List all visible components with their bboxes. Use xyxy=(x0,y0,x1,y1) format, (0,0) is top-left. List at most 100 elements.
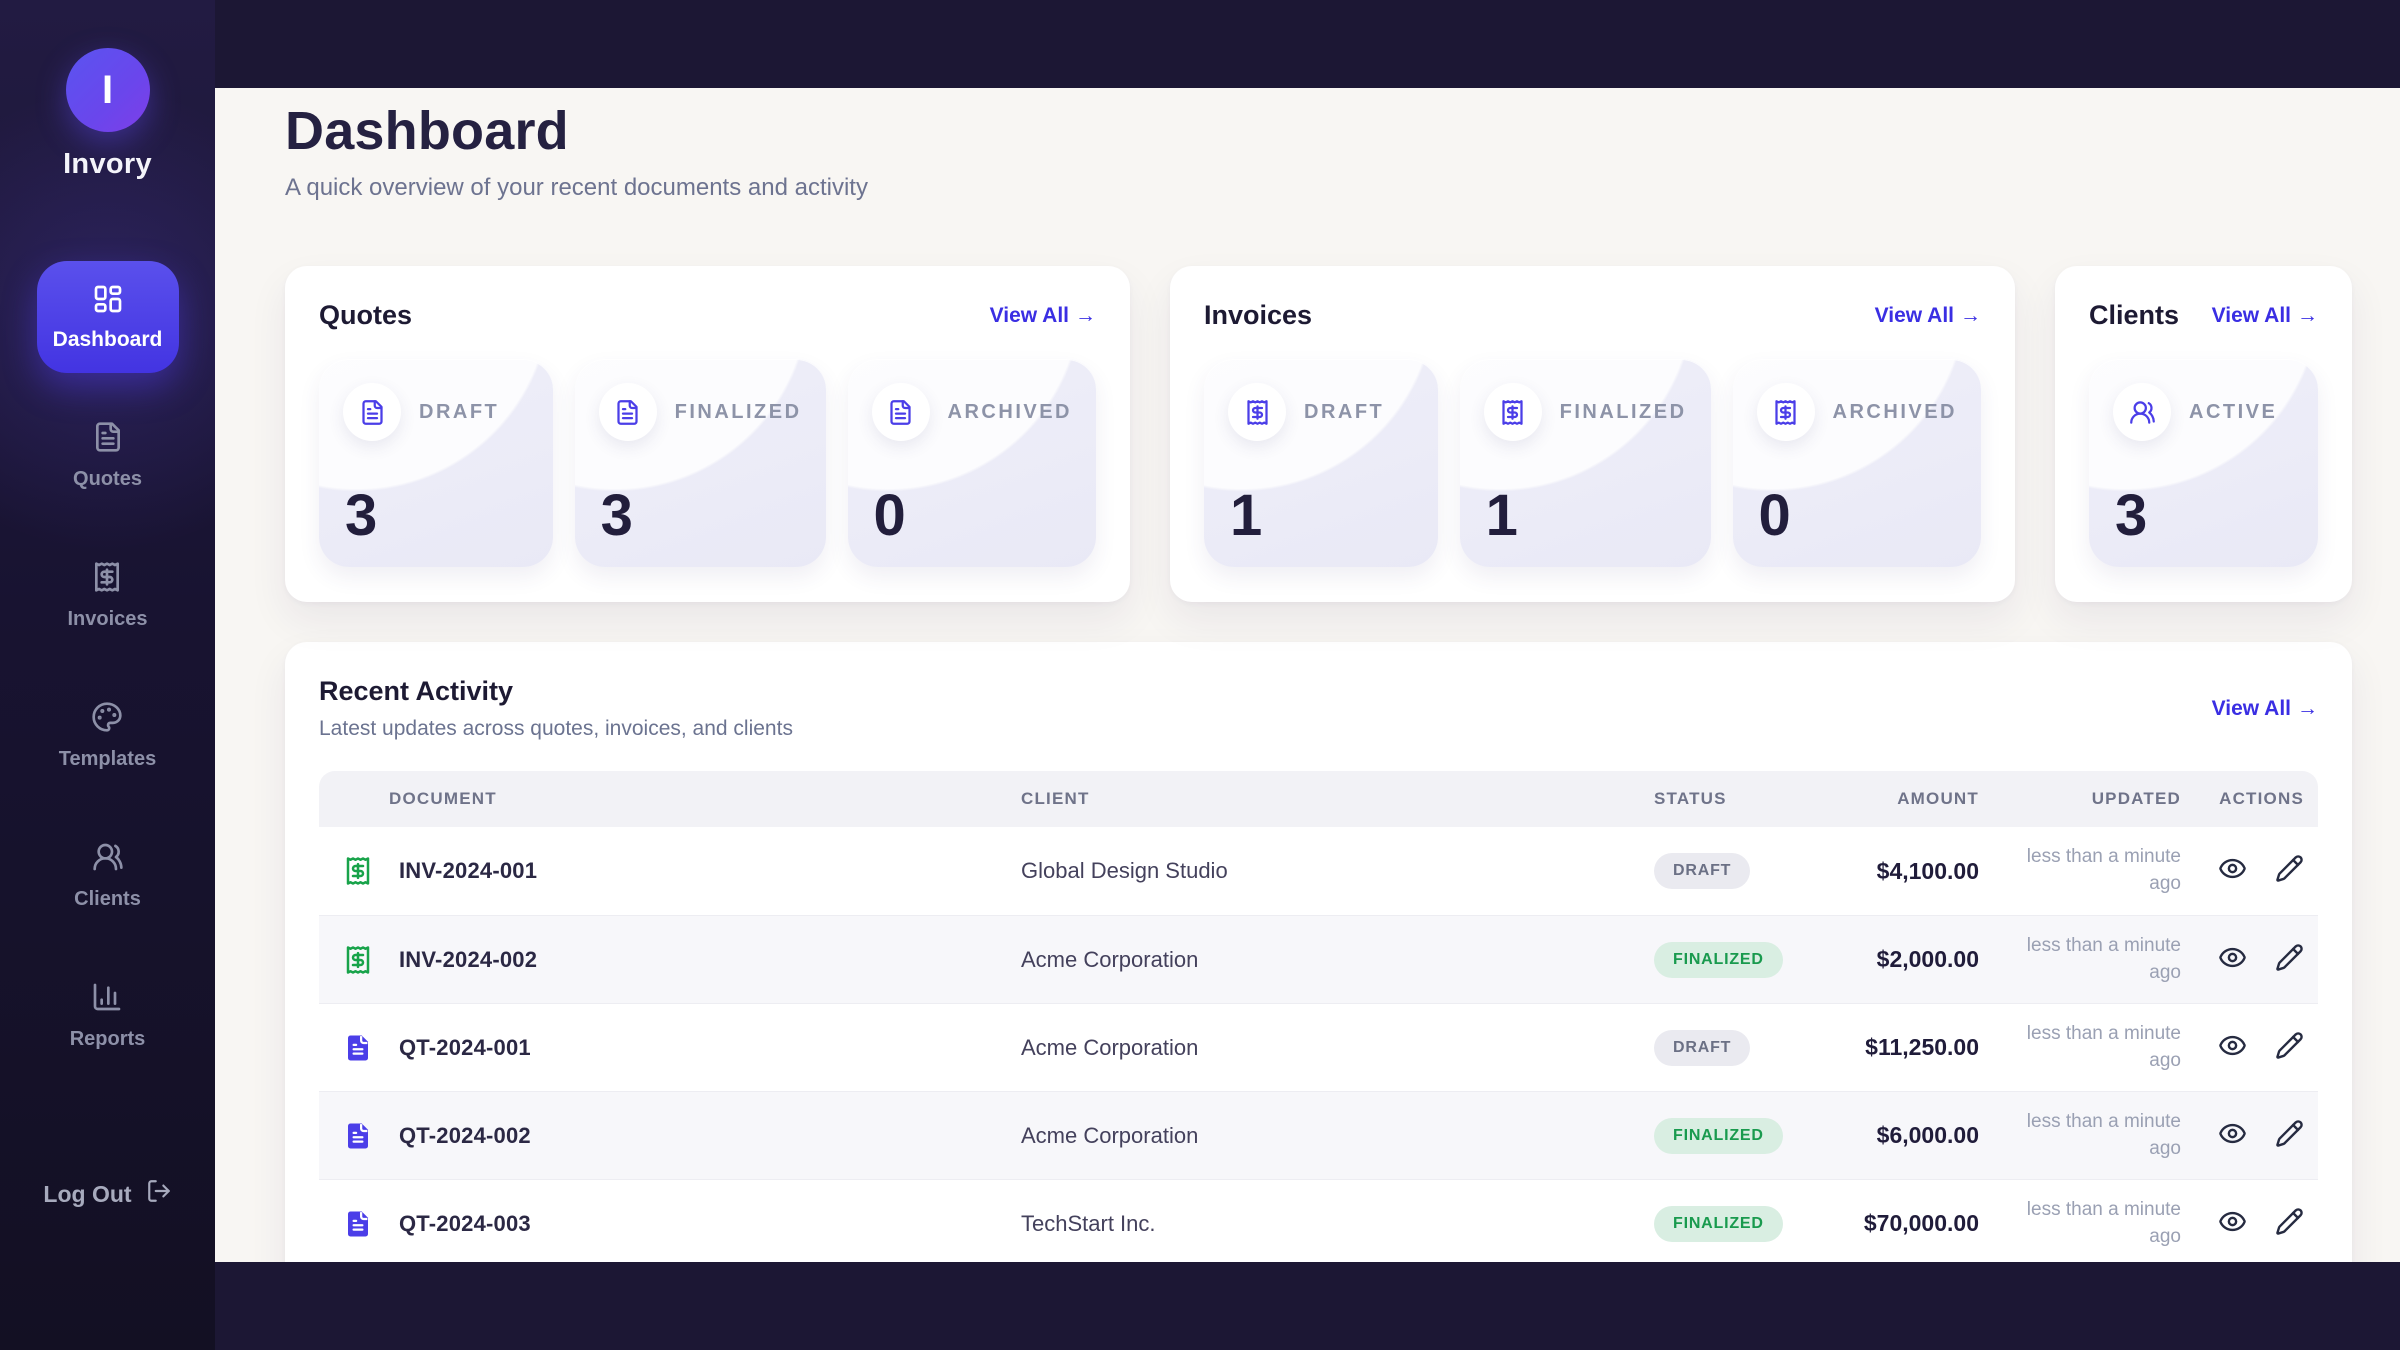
view-eye-icon[interactable] xyxy=(2218,943,2247,977)
view-eye-icon[interactable] xyxy=(2218,1207,2247,1241)
quotes-card-title: Quotes xyxy=(319,300,413,330)
updated-time: less than a minute ago xyxy=(2026,1022,2181,1071)
invoices-finalized-stat-tile: FINALIZED 1 xyxy=(1460,359,1711,567)
receipt-icon xyxy=(91,561,123,598)
view-all-label: View All xyxy=(2211,696,2291,720)
edit-pencil-icon[interactable] xyxy=(2275,1207,2304,1241)
table-body: INV-2024-001 Global Design Studio DRAFT … xyxy=(319,827,2318,1262)
stat-label: ARCHIVED xyxy=(947,400,1072,423)
recent-activity-title: Recent Activity xyxy=(319,676,514,706)
sidebar-item-templates[interactable]: Templates xyxy=(59,701,156,771)
sidebar-item-dashboard[interactable]: Dashboard xyxy=(36,261,179,373)
recent-activity-card: Recent Activity Latest updates across qu… xyxy=(285,642,2352,1262)
receipt-icon xyxy=(1756,383,1815,441)
users-icon xyxy=(92,841,124,878)
sidebar-item-label: Templates xyxy=(58,748,157,770)
sidebar-item-label: Quotes xyxy=(73,468,142,490)
arrow-right-icon: → xyxy=(1075,303,1096,327)
clients-active-stat-tile: ACTIVE 3 xyxy=(2089,359,2318,567)
table-row[interactable]: INV-2024-001 Global Design Studio DRAFT … xyxy=(319,827,2318,915)
quotes-view-all-link[interactable]: View All → xyxy=(990,304,1096,328)
table-header-row: DOCUMENT CLIENT STATUS AMOUNT UPDATED AC… xyxy=(319,771,2318,827)
sidebar-item-quotes[interactable]: Quotes xyxy=(73,421,142,491)
quote-document-icon xyxy=(341,1031,375,1065)
stat-value: 3 xyxy=(2115,483,2148,548)
updated-time: less than a minute ago xyxy=(2026,1198,2181,1247)
column-header-document: DOCUMENT xyxy=(389,789,497,808)
sidebar-item-label: Dashboard xyxy=(52,327,163,351)
quote-document-icon xyxy=(341,1207,375,1241)
amount: $11,250.00 xyxy=(1865,1034,1979,1060)
palette-icon xyxy=(91,701,123,738)
file-text-icon xyxy=(598,383,657,441)
document-number: INV-2024-001 xyxy=(399,858,538,883)
page-subtitle: A quick overview of your recent document… xyxy=(285,174,868,201)
amount: $2,000.00 xyxy=(1876,946,1979,972)
brand: I Invory xyxy=(0,0,215,181)
invoices-card: Invoices View All → DRAFT 1 xyxy=(1170,266,2015,602)
table-row[interactable]: QT-2024-003 TechStart Inc. FINALIZED $70… xyxy=(319,1179,2318,1262)
stat-value: 3 xyxy=(345,483,378,548)
recent-activity-table: DOCUMENT CLIENT STATUS AMOUNT UPDATED AC… xyxy=(319,771,2318,1262)
column-header-amount: AMOUNT xyxy=(1897,789,1979,808)
file-text-icon xyxy=(871,383,930,441)
edit-pencil-icon[interactable] xyxy=(2275,854,2304,888)
logout-button[interactable]: Log Out xyxy=(0,1178,215,1210)
stat-value: 3 xyxy=(600,483,633,548)
client-name: Global Design Studio xyxy=(1021,858,1228,883)
amount: $70,000.00 xyxy=(1863,1210,1979,1236)
recent-activity-view-all-link[interactable]: View All → xyxy=(2212,697,2318,721)
edit-pencil-icon[interactable] xyxy=(2275,1119,2304,1153)
document-number: INV-2024-002 xyxy=(399,946,538,972)
updated-time: less than a minute ago xyxy=(2026,934,2181,983)
invoices-archived-stat-tile: ARCHIVED 0 xyxy=(1733,359,1981,567)
view-eye-icon[interactable] xyxy=(2218,854,2247,888)
invoices-card-title: Invoices xyxy=(1204,300,1313,330)
status-badge: DRAFT xyxy=(1654,1029,1751,1066)
view-eye-icon[interactable] xyxy=(2218,1031,2247,1065)
invoice-receipt-icon xyxy=(341,943,375,977)
quotes-card: Quotes View All → DRAFT 3 xyxy=(285,266,1130,602)
recent-activity-subtitle: Latest updates across quotes, invoices, … xyxy=(319,717,793,740)
table-row[interactable]: QT-2024-002 Acme Corporation FINALIZED $… xyxy=(319,1091,2318,1179)
invoices-view-all-link[interactable]: View All → xyxy=(1875,304,1981,328)
arrow-right-icon: → xyxy=(2297,696,2318,720)
invoice-receipt-icon xyxy=(341,854,375,888)
column-header-status: STATUS xyxy=(1654,789,1727,808)
document-number: QT-2024-001 xyxy=(399,1034,531,1060)
layout-dashboard-icon xyxy=(92,283,124,320)
status-badge: FINALIZED xyxy=(1654,1205,1783,1242)
amount: $4,100.00 xyxy=(1876,857,1979,884)
sidebar-item-reports[interactable]: Reports xyxy=(69,981,146,1051)
sidebar-item-invoices[interactable]: Invoices xyxy=(67,561,148,631)
view-eye-icon[interactable] xyxy=(2218,1119,2247,1153)
brand-name: Invory xyxy=(63,148,152,180)
edit-pencil-icon[interactable] xyxy=(2275,943,2304,977)
app-logo: I xyxy=(65,48,150,132)
users-icon xyxy=(2113,383,2171,441)
bar-chart-icon xyxy=(91,981,123,1018)
sidebar-item-label: Reports xyxy=(69,1028,146,1050)
edit-pencil-icon[interactable] xyxy=(2275,1031,2304,1065)
stat-value: 0 xyxy=(873,483,906,548)
updated-time: less than a minute ago xyxy=(2026,846,2181,894)
clients-view-all-link[interactable]: View All → xyxy=(2212,304,2318,328)
table-row[interactable]: QT-2024-001 Acme Corporation DRAFT $11,2… xyxy=(319,1003,2318,1091)
stat-label: ARCHIVED xyxy=(1832,400,1957,423)
invoices-draft-stat-tile: DRAFT 1 xyxy=(1204,359,1438,567)
view-all-label: View All xyxy=(2211,303,2291,327)
client-name: Acme Corporation xyxy=(1021,946,1199,972)
stat-label: FINALIZED xyxy=(1559,400,1687,423)
clients-card: Clients View All → ACTIVE 3 xyxy=(2055,266,2352,602)
sidebar-item-clients[interactable]: Clients xyxy=(74,841,141,911)
client-name: Acme Corporation xyxy=(1021,1034,1199,1060)
amount: $6,000.00 xyxy=(1876,1122,1979,1148)
updated-time: less than a minute ago xyxy=(2026,1110,2181,1159)
client-name: TechStart Inc. xyxy=(1021,1210,1156,1236)
table-row[interactable]: INV-2024-002 Acme Corporation FINALIZED … xyxy=(319,915,2318,1003)
stat-label: DRAFT xyxy=(419,400,500,423)
stat-value: 0 xyxy=(1758,483,1791,548)
sidebar-item-label: Clients xyxy=(74,888,141,910)
arrow-right-icon: → xyxy=(1960,303,1981,327)
